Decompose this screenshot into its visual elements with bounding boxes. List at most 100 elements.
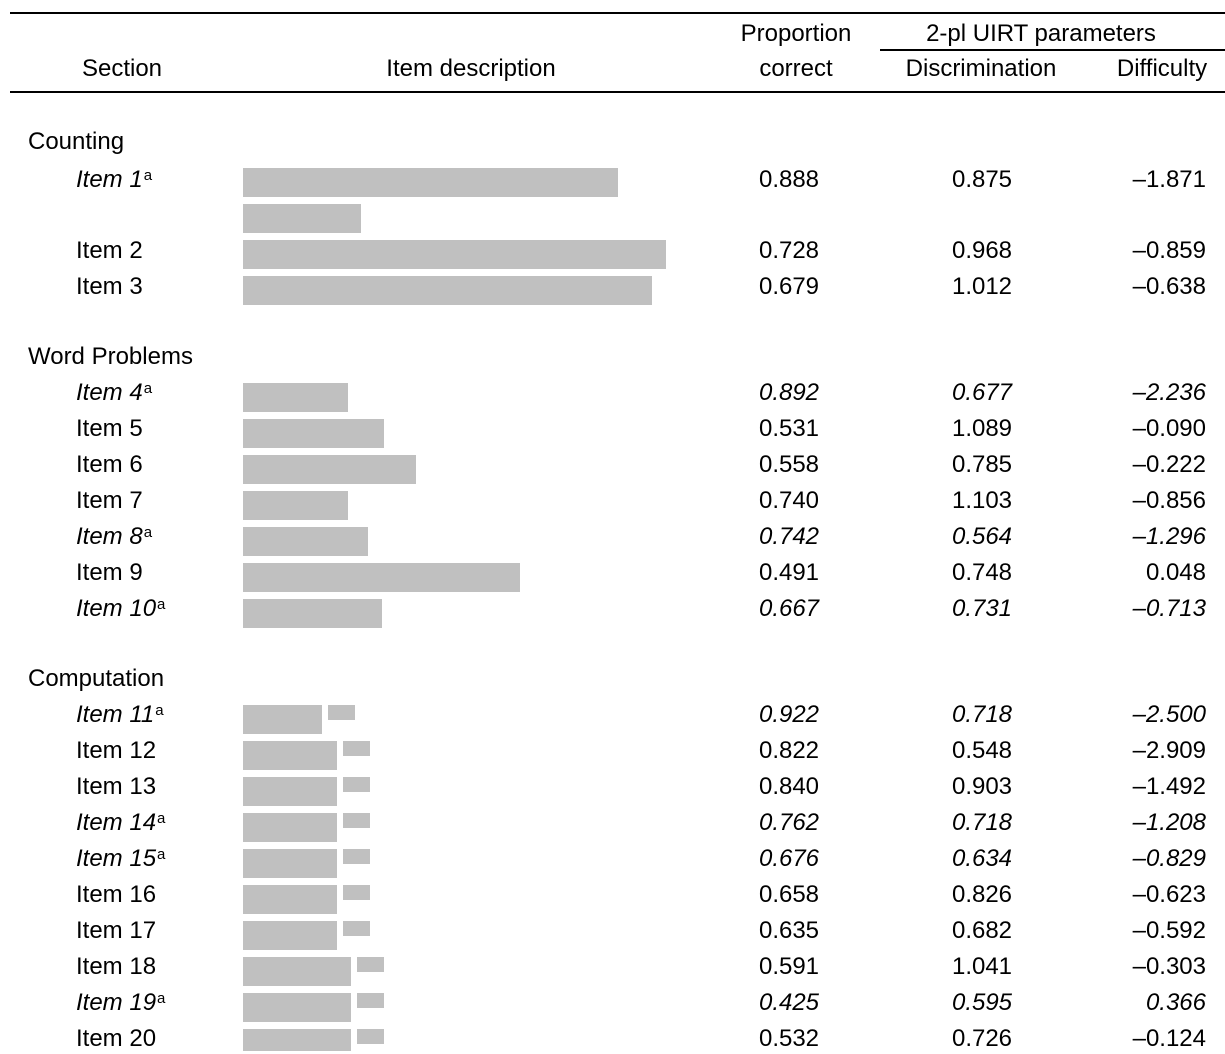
section-heading: Computation bbox=[28, 665, 165, 692]
redaction-bar bbox=[243, 741, 337, 770]
item-label-text: Item 10 bbox=[76, 595, 157, 622]
redaction-bar bbox=[357, 957, 384, 972]
discrimination-value: 0.748 bbox=[951, 559, 1013, 586]
difficulty-value: –0.829 bbox=[1132, 845, 1206, 872]
proportion-correct-value: 0.531 bbox=[758, 415, 820, 442]
item-label-text: Item 1 bbox=[76, 166, 143, 193]
item-label: Item 12 bbox=[76, 736, 156, 766]
difficulty-value: –0.124 bbox=[1132, 1025, 1206, 1052]
redaction-bar bbox=[343, 885, 370, 900]
item-label-text: Item 6 bbox=[76, 451, 143, 478]
discrimination-value: 0.564 bbox=[951, 523, 1013, 550]
proportion-correct-value: 0.491 bbox=[758, 559, 820, 586]
proportion-correct-value: 0.667 bbox=[758, 595, 820, 622]
redaction-bar bbox=[243, 204, 361, 233]
item-label: Item 16 bbox=[76, 880, 156, 910]
redaction-bar bbox=[328, 705, 355, 720]
redaction-bar bbox=[243, 705, 322, 734]
item-label-text: Item 8 bbox=[76, 523, 143, 550]
difficulty-value: –0.222 bbox=[1132, 451, 1206, 478]
redaction-bar bbox=[243, 885, 337, 914]
redaction-bar bbox=[243, 957, 351, 986]
redaction-bar bbox=[343, 777, 370, 792]
item-label: Item 18 bbox=[76, 952, 156, 982]
discrimination-value: 0.826 bbox=[951, 881, 1013, 908]
item-label: Item 19a bbox=[76, 988, 165, 1018]
redaction-bar bbox=[243, 419, 384, 448]
section-heading: Word Problems bbox=[28, 343, 193, 370]
item-label: Item 15a bbox=[76, 844, 165, 874]
footnote-marker: a bbox=[143, 524, 153, 541]
proportion-correct-value: 0.676 bbox=[758, 845, 820, 872]
header-section: Section bbox=[81, 55, 163, 82]
redaction-bar bbox=[243, 527, 368, 556]
redaction-bar bbox=[243, 849, 337, 878]
item-label-text: Item 9 bbox=[76, 559, 143, 586]
difficulty-value: –1.492 bbox=[1132, 773, 1206, 800]
redaction-bar bbox=[243, 777, 337, 806]
redaction-bar bbox=[343, 921, 370, 936]
discrimination-value: 0.677 bbox=[951, 379, 1013, 406]
proportion-correct-value: 0.591 bbox=[758, 953, 820, 980]
item-label-text: Item 13 bbox=[76, 773, 157, 800]
item-label-text: Item 7 bbox=[76, 487, 143, 514]
discrimination-value: 0.785 bbox=[951, 451, 1013, 478]
item-label-text: Item 4 bbox=[76, 379, 143, 406]
item-label-text: Item 2 bbox=[76, 237, 143, 264]
proportion-correct-value: 0.888 bbox=[758, 166, 820, 193]
header-proportion-line1: Proportion bbox=[740, 20, 852, 47]
item-label-text: Item 5 bbox=[76, 415, 143, 442]
redaction-bar bbox=[357, 1029, 384, 1044]
difficulty-value: –0.592 bbox=[1132, 917, 1206, 944]
proportion-correct-value: 0.679 bbox=[758, 273, 820, 300]
redaction-bar bbox=[243, 491, 348, 520]
proportion-correct-value: 0.532 bbox=[758, 1025, 820, 1052]
difficulty-value: –1.208 bbox=[1132, 809, 1206, 836]
item-label-text: Item 20 bbox=[76, 1025, 157, 1052]
item-label-text: Item 12 bbox=[76, 737, 157, 764]
difficulty-value: –0.856 bbox=[1132, 487, 1206, 514]
footnote-marker: a bbox=[157, 596, 166, 613]
discrimination-value: 0.634 bbox=[951, 845, 1013, 872]
proportion-correct-value: 0.840 bbox=[758, 773, 820, 800]
item-label: Item 17 bbox=[76, 916, 156, 946]
header-uirt-group: 2-pl UIRT parameters bbox=[926, 20, 1156, 47]
proportion-correct-value: 0.922 bbox=[758, 701, 820, 728]
redaction-bar bbox=[243, 168, 618, 197]
redaction-bar bbox=[243, 599, 382, 628]
discrimination-value: 1.089 bbox=[951, 415, 1013, 442]
discrimination-value: 0.682 bbox=[951, 917, 1013, 944]
proportion-correct-value: 0.558 bbox=[758, 451, 820, 478]
item-label: Item 6 bbox=[76, 450, 143, 480]
difficulty-value: –0.090 bbox=[1132, 415, 1206, 442]
header-proportion-line2: correct bbox=[759, 55, 833, 82]
difficulty-value: –2.500 bbox=[1132, 701, 1206, 728]
discrimination-value: 0.595 bbox=[951, 989, 1013, 1016]
item-label: Item 13 bbox=[76, 772, 156, 802]
redaction-bar bbox=[243, 1029, 351, 1051]
redaction-bar bbox=[243, 813, 337, 842]
proportion-correct-value: 0.740 bbox=[758, 487, 820, 514]
redaction-bar bbox=[343, 813, 370, 828]
discrimination-value: 0.968 bbox=[951, 237, 1013, 264]
item-label-text: Item 11 bbox=[76, 701, 155, 728]
item-label-text: Item 15 bbox=[76, 845, 157, 872]
difficulty-value: –2.909 bbox=[1132, 737, 1206, 764]
item-label: Item 14a bbox=[76, 808, 165, 838]
header-item-description: Item description bbox=[386, 55, 556, 82]
redaction-bar bbox=[243, 455, 416, 484]
item-label: Item 8a bbox=[76, 522, 152, 552]
proportion-correct-value: 0.742 bbox=[758, 523, 820, 550]
discrimination-value: 0.726 bbox=[951, 1025, 1013, 1052]
discrimination-value: 0.731 bbox=[951, 595, 1013, 622]
proportion-correct-value: 0.892 bbox=[758, 379, 820, 406]
item-label-text: Item 19 bbox=[76, 989, 157, 1016]
item-label-text: Item 14 bbox=[76, 809, 157, 836]
table-top-rule bbox=[10, 12, 1225, 14]
proportion-correct-value: 0.635 bbox=[758, 917, 820, 944]
difficulty-value: –2.236 bbox=[1132, 379, 1206, 406]
discrimination-value: 1.103 bbox=[951, 487, 1013, 514]
difficulty-value: 0.048 bbox=[1145, 559, 1206, 586]
discrimination-value: 0.548 bbox=[951, 737, 1013, 764]
item-label: Item 11a bbox=[76, 700, 164, 730]
